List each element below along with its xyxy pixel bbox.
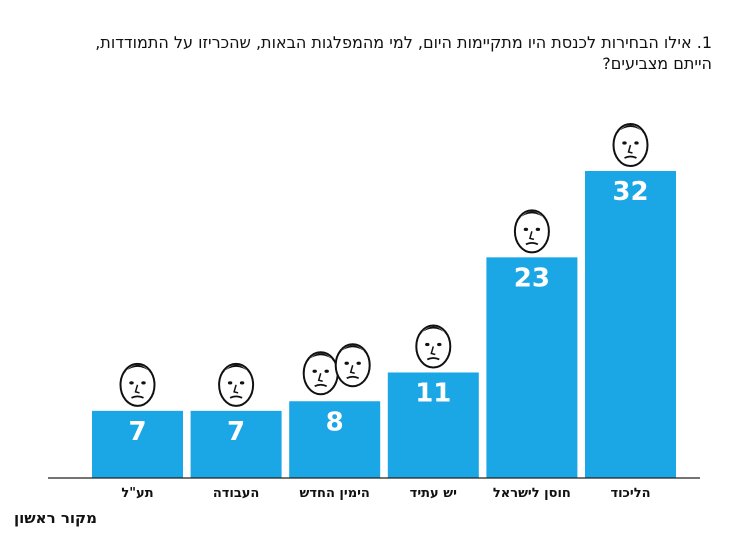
value-label: 7	[227, 417, 245, 447]
bar	[585, 171, 676, 478]
value-label: 11	[415, 378, 451, 408]
value-label: 32	[612, 177, 648, 207]
caricatures	[119, 123, 649, 407]
category-label: העבודה	[213, 486, 260, 501]
bar	[387, 372, 479, 478]
bar	[92, 410, 183, 478]
source-credit: מקור ראשון	[14, 509, 97, 527]
value-label: 8	[326, 407, 344, 437]
caricature-face-icon	[513, 209, 550, 254]
category-labels: תע"ל העבודה הימין החדש יש עתיד חוסן לישראל הל…	[121, 486, 650, 501]
caricature-face-icon	[415, 324, 452, 369]
caricature-face-icon	[218, 362, 255, 407]
value-label: 23	[514, 263, 550, 293]
value-labels: 7 7 8 11 23 32	[128, 177, 648, 447]
category-label: תע"ל	[121, 486, 153, 501]
category-label: הימין החדש	[300, 486, 370, 501]
bar	[486, 257, 578, 478]
value-label: 7	[128, 417, 146, 447]
category-label: יש עתיד	[410, 486, 457, 501]
caricature-face-icon	[119, 362, 156, 407]
chart-title: 1. אילו הבחירות לכנסת היו מתקיימות היום,…	[95, 33, 712, 73]
caricature-two-faces-icon	[302, 351, 339, 396]
caricature-face-icon	[612, 123, 649, 167]
bar	[190, 410, 282, 478]
category-label: הליכוד	[610, 486, 650, 501]
bars	[92, 171, 676, 478]
bar	[289, 401, 381, 478]
caricature-two-faces-icon	[334, 343, 371, 388]
category-label: חוסן לישראל	[493, 486, 571, 501]
